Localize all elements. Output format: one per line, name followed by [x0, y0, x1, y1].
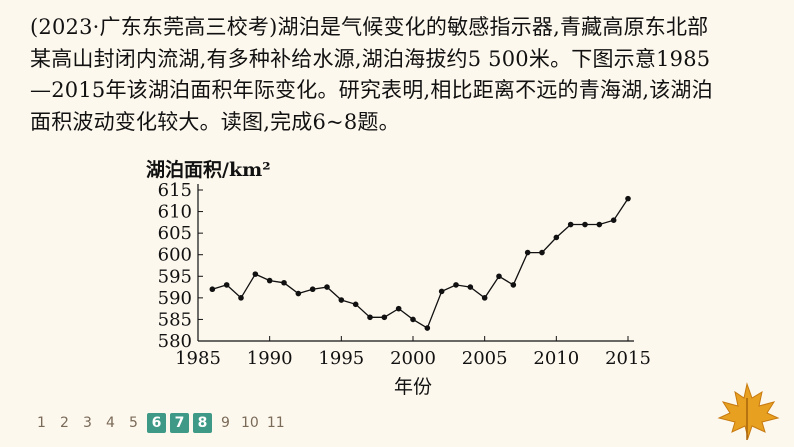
data-point	[539, 249, 545, 256]
page-link-3[interactable]: 3	[83, 415, 92, 431]
x-tick-label: 2010	[533, 348, 579, 369]
maple-leaf-icon	[717, 382, 780, 440]
y-tick-label: 605	[158, 223, 192, 244]
data-point	[553, 234, 560, 241]
page-link-9[interactable]: 9	[221, 415, 230, 431]
data-point	[395, 305, 402, 312]
x-tick-label: 1985	[175, 348, 221, 369]
data-point	[481, 295, 488, 301]
y-tick-label: 615	[158, 180, 192, 201]
page-link-2[interactable]: 2	[60, 415, 69, 431]
data-point	[567, 221, 574, 228]
page-link-8[interactable]: 8	[193, 413, 212, 433]
data-point	[410, 316, 416, 323]
passage-line: 某高山封闭内流湖,有多种补给水源,湖泊海拔约5 500米。下图示意1985	[30, 46, 711, 71]
y-tick-label: 595	[158, 266, 192, 287]
data-point	[625, 195, 631, 202]
data-point	[496, 273, 502, 280]
page-link-10[interactable]: 10	[241, 415, 259, 431]
data-point	[209, 286, 216, 293]
data-point	[252, 271, 259, 277]
page-navigation: 1 2 3 4 5 6 7 8 9 10 11	[32, 412, 287, 434]
page-link-1[interactable]: 1	[37, 415, 46, 431]
y-tick-label: 590	[158, 288, 192, 309]
page-link-7[interactable]: 7	[170, 413, 189, 433]
passage-line: 面积波动变化较大。读图,完成6~8题。	[30, 109, 400, 134]
x-tick-label: 1995	[318, 348, 364, 369]
data-point	[582, 221, 588, 228]
data-point	[381, 314, 388, 321]
question-passage: (2023·广东东莞高三校考)湖泊是气候变化的敏感指示器,青藏高原东北部 某高山…	[30, 12, 770, 138]
y-tick-label: 600	[158, 245, 192, 266]
data-point	[281, 279, 287, 286]
data-point	[338, 297, 345, 303]
data-point	[352, 301, 359, 308]
y-tick-label: 580	[158, 331, 192, 352]
page-link-5[interactable]: 5	[129, 415, 138, 431]
page-link-11[interactable]: 11	[266, 415, 285, 431]
page-link-4[interactable]: 4	[106, 415, 115, 431]
chart-x-axis-label: 年份	[394, 376, 433, 398]
data-point	[309, 286, 316, 293]
data-point	[324, 284, 330, 290]
x-tick-label: 2005	[462, 348, 508, 369]
data-point	[510, 282, 517, 288]
data-point	[453, 282, 459, 288]
data-point	[266, 277, 273, 284]
x-tick-label: 2015	[605, 348, 651, 369]
data-point	[295, 290, 302, 297]
passage-line: (2023·广东东莞高三校考)湖泊是气候变化的敏感指示器,青藏高原东北部	[30, 15, 709, 39]
data-point	[238, 295, 244, 301]
data-point	[367, 314, 373, 321]
page-link-6[interactable]: 6	[147, 413, 166, 433]
data-point	[610, 217, 617, 223]
data-point	[467, 284, 474, 290]
passage-line: —2015年该湖泊面积年际变化。研究表明,相比距离不远的青海湖,该湖泊	[30, 78, 713, 102]
x-tick-label: 2000	[390, 348, 436, 369]
x-tick-label: 1990	[247, 348, 293, 369]
data-point	[438, 288, 445, 295]
chart-y-axis-label: 湖泊面积/km²	[146, 159, 271, 181]
data-point	[596, 221, 603, 228]
data-point	[223, 282, 230, 288]
y-tick-label: 585	[158, 309, 192, 330]
series-line	[212, 198, 629, 330]
y-tick-label: 610	[158, 202, 192, 223]
data-point	[524, 249, 531, 256]
data-point	[424, 325, 431, 331]
